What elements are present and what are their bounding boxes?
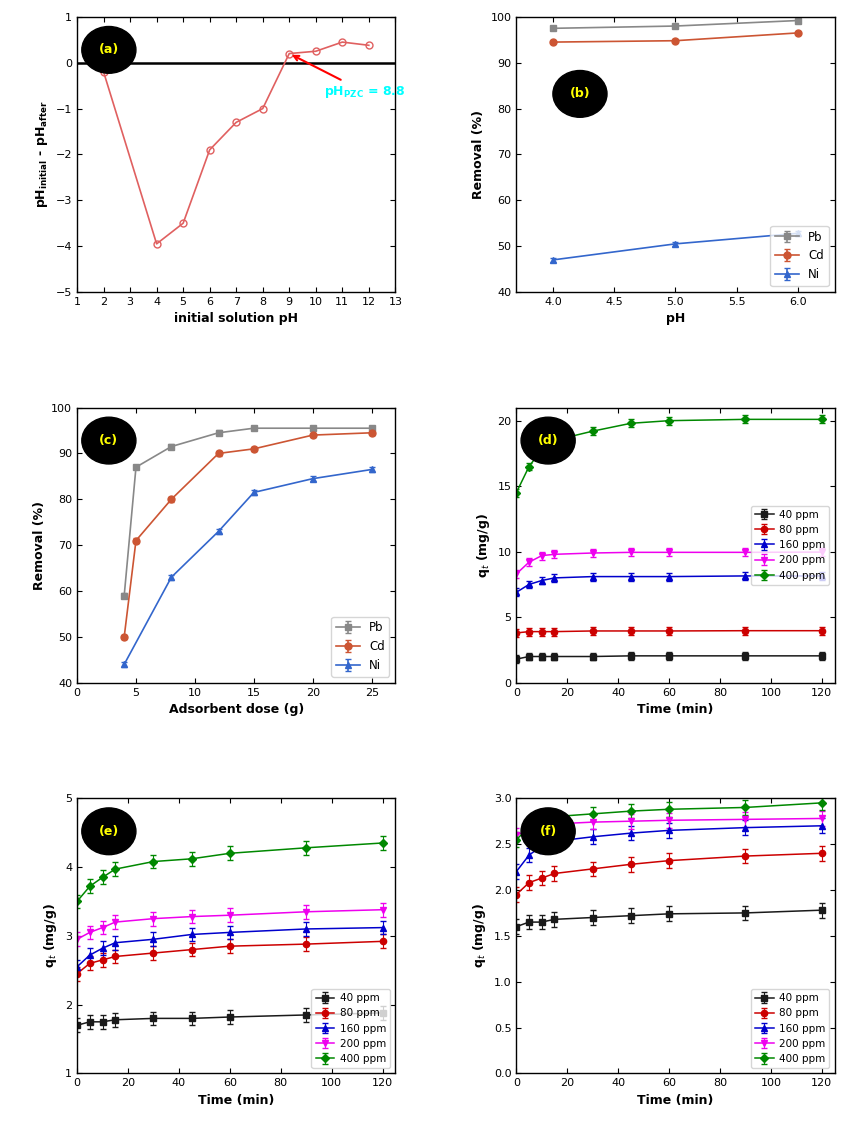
Y-axis label: Removal (%): Removal (%) bbox=[33, 500, 45, 590]
Y-axis label: q$_t$ (mg/g): q$_t$ (mg/g) bbox=[43, 904, 60, 969]
X-axis label: pH: pH bbox=[666, 312, 685, 326]
Text: (b): (b) bbox=[569, 88, 591, 100]
Legend: 40 ppm, 80 ppm, 160 ppm, 200 ppm, 400 ppm: 40 ppm, 80 ppm, 160 ppm, 200 ppm, 400 pp… bbox=[312, 989, 390, 1068]
Text: (e): (e) bbox=[98, 825, 119, 837]
Text: pH$_\mathregular{PZC}$ = 8.8: pH$_\mathregular{PZC}$ = 8.8 bbox=[294, 56, 405, 100]
Legend: 40 ppm, 80 ppm, 160 ppm, 200 ppm, 400 ppm: 40 ppm, 80 ppm, 160 ppm, 200 ppm, 400 pp… bbox=[751, 506, 829, 584]
Text: (f): (f) bbox=[539, 825, 556, 837]
X-axis label: initial solution pH: initial solution pH bbox=[174, 312, 298, 326]
Circle shape bbox=[521, 808, 575, 854]
Legend: Pb, Cd, Ni: Pb, Cd, Ni bbox=[331, 617, 389, 677]
Y-axis label: q$_t$ (mg/g): q$_t$ (mg/g) bbox=[475, 513, 491, 578]
X-axis label: Time (min): Time (min) bbox=[637, 1094, 714, 1107]
Legend: 40 ppm, 80 ppm, 160 ppm, 200 ppm, 400 ppm: 40 ppm, 80 ppm, 160 ppm, 200 ppm, 400 pp… bbox=[751, 989, 829, 1068]
Circle shape bbox=[521, 417, 575, 464]
Y-axis label: q$_t$ (mg/g): q$_t$ (mg/g) bbox=[471, 904, 488, 969]
Circle shape bbox=[82, 27, 136, 73]
X-axis label: Adsorbent dose (g): Adsorbent dose (g) bbox=[169, 704, 304, 716]
Circle shape bbox=[82, 417, 136, 464]
Text: (a): (a) bbox=[98, 44, 119, 56]
Text: (d): (d) bbox=[538, 434, 558, 447]
X-axis label: Time (min): Time (min) bbox=[198, 1094, 275, 1107]
Circle shape bbox=[553, 71, 607, 117]
X-axis label: Time (min): Time (min) bbox=[637, 704, 714, 716]
Y-axis label: pH$_\mathregular{initial}$ - pH$_\mathregular{after}$: pH$_\mathregular{initial}$ - pH$_\mathre… bbox=[34, 100, 51, 208]
Circle shape bbox=[82, 808, 136, 854]
Y-axis label: Removal (%): Removal (%) bbox=[472, 110, 484, 199]
Text: (c): (c) bbox=[99, 434, 118, 447]
Legend: Pb, Cd, Ni: Pb, Cd, Ni bbox=[770, 226, 829, 287]
